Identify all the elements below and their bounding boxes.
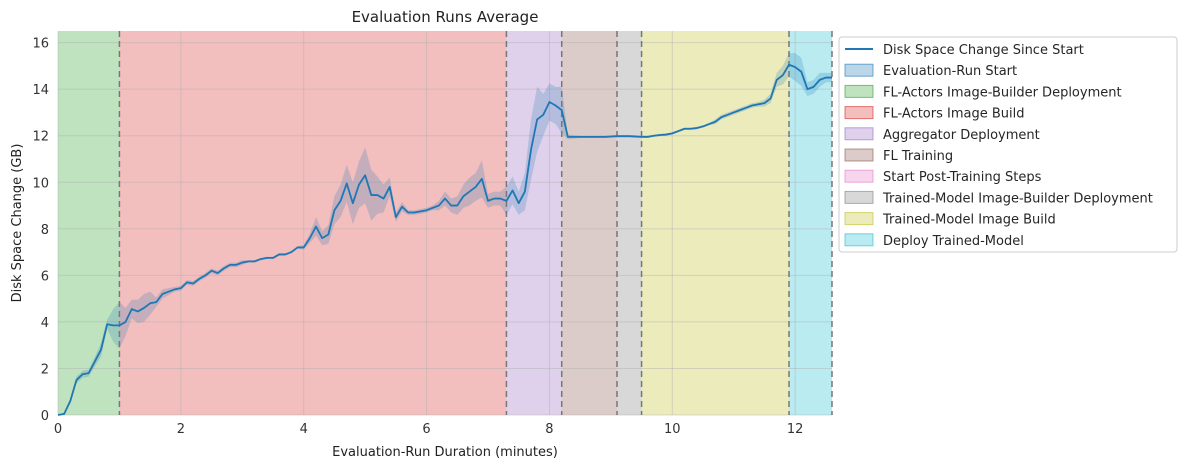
legend-swatch-evaluation-run-start (844, 63, 874, 77)
y-tick-label: 10 (32, 176, 49, 191)
phase-boundaries (118, 31, 833, 415)
legend-swatch-trained-model-image-builder-deployment (844, 190, 874, 204)
legend-label-fl-training: FL Training (883, 149, 953, 164)
x-tick-label: 6 (422, 422, 430, 437)
y-tick-label: 12 (32, 130, 49, 145)
axes: 0 2 4 6 8 10 12 0 2 4 6 8 10 12 14 16 (32, 37, 803, 437)
legend-frame (838, 36, 1178, 253)
x-tick-label: 8 (545, 422, 553, 437)
x-tick-label: 12 (787, 422, 804, 437)
legend-swatch-fl-actors-image-builder-deployment (844, 84, 874, 98)
phase-bands (58, 31, 832, 415)
y-tick-label: 4 (41, 316, 49, 331)
series-line-disk-space-change-since-start (57, 63, 832, 416)
phase-band-trained-model-image-builder-deployment (617, 31, 642, 415)
phase-band-fl-actors-image-build (119, 31, 507, 415)
grid (57, 31, 832, 416)
chart-title: Evaluation Runs Average (352, 8, 539, 26)
legend-label-start-post-training-steps: Start Post-Training Steps (883, 170, 1042, 185)
y-tick-label: 16 (32, 37, 49, 52)
x-tick-label: 10 (664, 422, 681, 437)
legend-label-disk-space-change-since-start: Disk Space Change Since Start (883, 43, 1084, 58)
x-tick-label: 2 (177, 422, 185, 437)
legend-swatch-start-post-training-steps (844, 169, 874, 183)
phase-band-fl-actors-image-builder-deployment (58, 31, 120, 415)
legend-label-trained-model-image-builder-deployment: Trained-Model Image-Builder Deployment (882, 191, 1153, 206)
legend-swatch-fl-actors-image-build (844, 106, 874, 120)
x-axis-title: Evaluation-Run Duration (minutes) (332, 445, 558, 460)
phase-band-fl-training (561, 31, 617, 415)
phase-band-deploy-trained-model (789, 31, 832, 415)
legend-swatch-fl-training (844, 148, 874, 162)
legend-swatch-aggregator-deployment (844, 127, 874, 141)
y-tick-label: 0 (41, 409, 49, 424)
y-tick-label: 14 (32, 83, 49, 98)
y-axis-title: Disk Space Change (GB) (10, 144, 25, 303)
x-tick-label: 0 (54, 422, 62, 437)
x-tick-label: 4 (300, 422, 308, 437)
legend-label-fl-actors-image-builder-deployment: FL-Actors Image-Builder Deployment (883, 85, 1122, 100)
y-tick-label: 8 (41, 223, 49, 238)
legend-label-fl-actors-image-build: FL-Actors Image Build (883, 107, 1025, 122)
legend-label-aggregator-deployment: Aggregator Deployment (883, 128, 1040, 143)
legend-label-trained-model-image-build: Trained-Model Image Build (882, 213, 1056, 228)
phase-band-aggregator-deployment (506, 31, 562, 415)
y-tick-label: 2 (41, 362, 49, 377)
legend-label-deploy-trained-model: Deploy Trained-Model (883, 234, 1024, 249)
legend-swatch-deploy-trained-model (844, 233, 874, 247)
phase-band-trained-model-image-build (641, 31, 789, 415)
legend-label-evaluation-run-start: Evaluation-Run Start (883, 64, 1017, 79)
series-lines (57, 63, 832, 416)
legend-swatch-trained-model-image-build (844, 212, 874, 226)
y-tick-label: 6 (41, 269, 49, 284)
legend: Disk Space Change Since Start Evaluation-… (838, 36, 1178, 253)
